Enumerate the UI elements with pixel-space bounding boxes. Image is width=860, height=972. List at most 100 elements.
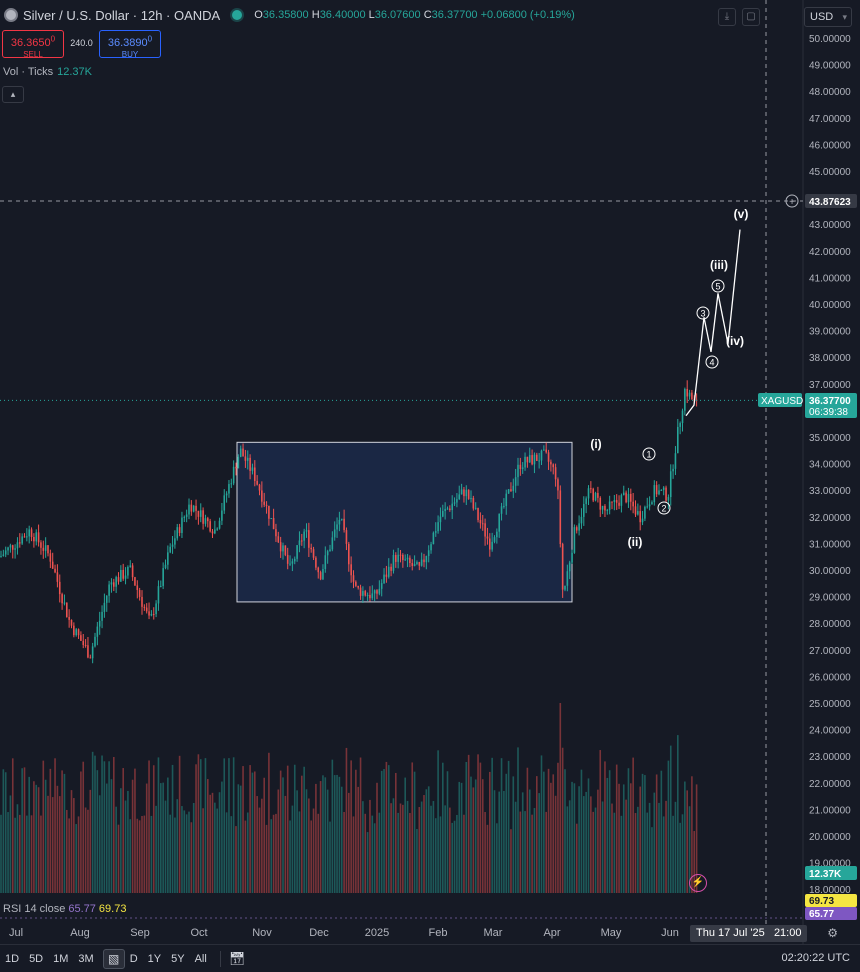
- volume-bar: [477, 754, 479, 893]
- settings-gear-icon[interactable]: ⚙: [827, 926, 838, 940]
- candle-body: [195, 505, 197, 511]
- volume-bar: [58, 796, 61, 893]
- chevron-down-icon: ▾: [842, 12, 847, 22]
- candle-body: [540, 450, 543, 461]
- volume-bar: [519, 811, 522, 893]
- candle-body: [272, 518, 275, 530]
- volume-bar: [630, 783, 632, 893]
- price-chart[interactable]: 50.00000 49.00000 48.00000 47.00000 46.00000…: [0, 0, 860, 944]
- timeframe-1y[interactable]: 1Y: [147, 952, 162, 965]
- volume-bar: [362, 801, 364, 893]
- rsi-legend[interactable]: RSI 14 close 65.77 69.73: [3, 903, 127, 915]
- volume-bar: [536, 776, 538, 893]
- download-icon[interactable]: ⤓: [718, 8, 736, 26]
- volume-bar: [301, 775, 303, 893]
- volume-bar: [35, 784, 38, 893]
- candle-body: [331, 537, 334, 550]
- candle-body: [651, 502, 653, 505]
- candle-body: [547, 452, 550, 462]
- date-range-calendar-icon[interactable]: 📅︎: [228, 950, 246, 966]
- rsi-tag-2-bg: [805, 907, 857, 920]
- volume-bar: [378, 812, 381, 893]
- currency-select[interactable]: USD ▾: [804, 7, 852, 27]
- candle-body: [348, 543, 350, 565]
- candle-body: [587, 488, 590, 499]
- candle-body: [493, 537, 496, 542]
- price-tick-label: 48.00000: [809, 87, 851, 98]
- volume-bar: [185, 814, 188, 893]
- symbol-title[interactable]: Silver / U.S. Dollar · 12h · OANDA: [23, 7, 221, 23]
- volume-bar: [679, 822, 681, 893]
- timeframe-5d[interactable]: 5D: [29, 952, 44, 965]
- volume-bar: [510, 829, 512, 893]
- candle-body: [437, 522, 439, 532]
- candle-body: [218, 520, 221, 529]
- timeframe-5y[interactable]: 5Y: [171, 952, 185, 965]
- volume-legend[interactable]: Vol · Ticks 12.37K: [3, 66, 92, 78]
- volume-bar: [291, 805, 294, 893]
- price-tick-label: 39.00000: [809, 327, 851, 338]
- candle-body: [9, 545, 12, 548]
- candle-body: [4, 550, 7, 555]
- volume-bar: [383, 769, 385, 893]
- volume-bar: [293, 764, 296, 893]
- buy-button[interactable]: 36.38900 BUY: [99, 30, 161, 59]
- candle-body: [343, 518, 345, 531]
- screenshot-image-icon[interactable]: ▧: [102, 948, 125, 969]
- sell-label: SELL: [23, 49, 43, 59]
- timeframe-3m[interactable]: 3M: [78, 952, 94, 965]
- volume-bar: [651, 827, 653, 893]
- candle-body: [301, 540, 303, 542]
- volume-bar: [660, 770, 663, 893]
- sell-button[interactable]: 36.36500 SELL: [2, 30, 64, 59]
- collapse-legend-button[interactable]: ▴: [2, 86, 24, 103]
- volume-bar: [463, 814, 465, 893]
- volume-bar: [481, 779, 484, 893]
- toolbar-divider: [219, 950, 221, 967]
- candle-body: [648, 504, 651, 507]
- candle-body: [315, 557, 317, 568]
- volume-bar: [268, 752, 270, 893]
- candle-body: [23, 536, 26, 538]
- volume-bar: [479, 762, 482, 893]
- volume-bar: [239, 785, 242, 893]
- volume-bar: [489, 771, 491, 893]
- candle-body: [138, 590, 141, 597]
- alert-bolt-icon[interactable]: ⚡: [689, 874, 707, 892]
- volume-bar: [216, 808, 218, 893]
- timeframe-1d[interactable]: 1D: [5, 952, 20, 965]
- volume-bar: [364, 813, 367, 893]
- volume-bar: [343, 811, 345, 893]
- chart-area[interactable]: 50.00000 49.00000 48.00000 47.00000 46.00000…: [0, 0, 860, 944]
- candle-body: [246, 457, 249, 461]
- volume-bar: [199, 759, 202, 893]
- candle-body: [679, 423, 681, 427]
- timeframe-1m[interactable]: 1M: [53, 952, 69, 965]
- candle-body: [653, 485, 656, 503]
- volume-bar: [505, 773, 508, 893]
- volume-bar: [105, 783, 108, 893]
- candle-body: [124, 575, 127, 579]
- candle-body: [216, 528, 218, 530]
- price-tick-label: 22.00000: [809, 779, 851, 790]
- candle-body: [117, 577, 120, 582]
- last-price-tag: 36.37700: [809, 396, 851, 407]
- candle-body: [632, 501, 634, 507]
- candle-body: [622, 492, 625, 496]
- candle-body: [615, 500, 618, 503]
- timeframe-all[interactable]: All: [194, 952, 207, 965]
- fullscreen-icon[interactable]: ▢: [742, 8, 760, 26]
- volume-bar: [432, 801, 435, 893]
- volume-bar: [0, 814, 2, 893]
- candle-body: [392, 554, 395, 571]
- candle-body: [113, 582, 115, 587]
- candle-body: [514, 477, 517, 486]
- candle-body: [669, 471, 672, 498]
- candle-body: [249, 457, 251, 471]
- timeframe-6m[interactable]: D: [129, 952, 138, 965]
- candle-body: [432, 532, 435, 545]
- volume-bar: [110, 779, 113, 893]
- volume-bar: [218, 792, 221, 893]
- volume-bar: [244, 820, 247, 893]
- utc-clock[interactable]: 02:20:22 UTC: [781, 952, 850, 964]
